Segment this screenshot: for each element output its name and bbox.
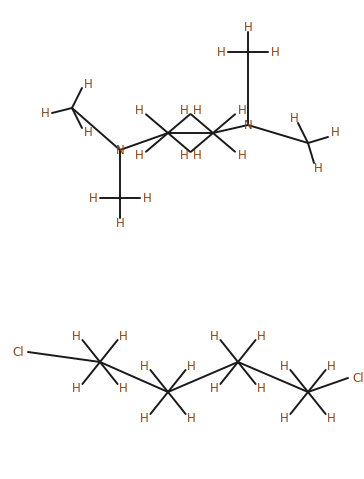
Text: H: H [187, 411, 196, 424]
Text: H: H [143, 192, 151, 205]
Text: H: H [179, 104, 189, 117]
Text: H: H [327, 411, 336, 424]
Text: H: H [331, 126, 339, 139]
Text: H: H [327, 360, 336, 373]
Text: H: H [238, 104, 246, 117]
Text: H: H [116, 217, 124, 229]
Text: H: H [140, 411, 149, 424]
Text: H: H [193, 104, 201, 117]
Text: H: H [280, 411, 289, 424]
Text: H: H [187, 360, 196, 373]
Text: H: H [217, 46, 225, 58]
Text: H: H [41, 106, 50, 119]
Text: H: H [135, 149, 143, 162]
Text: H: H [119, 381, 128, 395]
Text: H: H [193, 149, 201, 162]
Text: Cl: Cl [12, 345, 24, 358]
Text: H: H [88, 192, 98, 205]
Text: H: H [257, 381, 266, 395]
Text: H: H [135, 104, 143, 117]
Text: H: H [84, 125, 92, 138]
Text: H: H [84, 78, 92, 91]
Text: H: H [119, 330, 128, 342]
Text: H: H [244, 21, 252, 34]
Text: H: H [72, 381, 81, 395]
Text: H: H [314, 161, 323, 174]
Text: H: H [72, 330, 81, 342]
Text: Cl: Cl [352, 372, 364, 385]
Text: H: H [280, 360, 289, 373]
Text: H: H [179, 149, 189, 162]
Text: H: H [210, 330, 219, 342]
Text: H: H [270, 46, 280, 58]
Text: N: N [244, 118, 252, 132]
Text: H: H [290, 112, 298, 125]
Text: H: H [140, 360, 149, 373]
Text: H: H [210, 381, 219, 395]
Text: H: H [238, 149, 246, 162]
Text: N: N [116, 144, 124, 157]
Text: H: H [257, 330, 266, 342]
